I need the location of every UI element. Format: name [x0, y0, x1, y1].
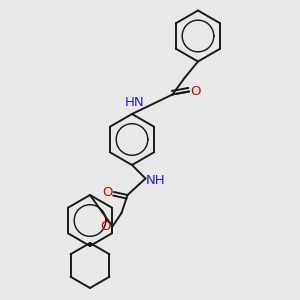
Text: HN: HN [125, 96, 145, 109]
Text: O: O [100, 220, 111, 233]
Text: O: O [190, 85, 201, 98]
Text: O: O [102, 185, 112, 199]
Text: NH: NH [146, 173, 165, 187]
